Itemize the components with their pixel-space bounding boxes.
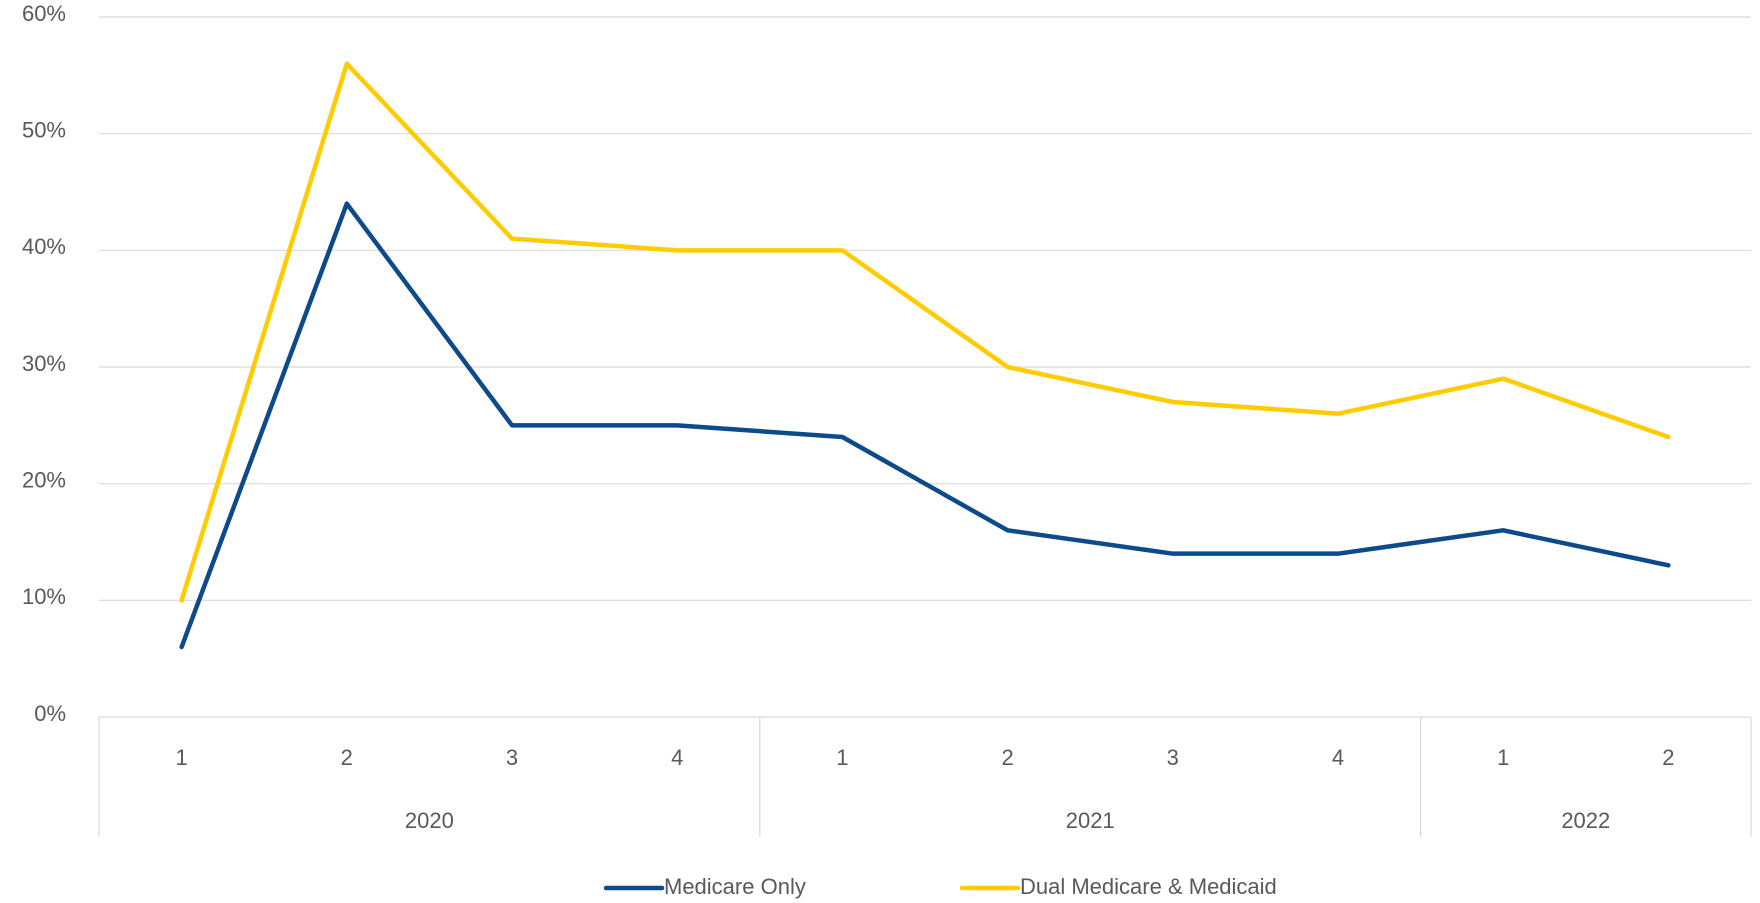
x-tick-label: 1 xyxy=(1497,745,1509,770)
x-tick-label: 2 xyxy=(341,745,353,770)
y-tick-label: 40% xyxy=(22,234,66,259)
y-tick-label: 20% xyxy=(22,467,66,492)
series-line xyxy=(179,61,1671,603)
y-tick-label: 0% xyxy=(34,701,66,726)
y-tick-label: 50% xyxy=(22,117,66,142)
x-tick-label: 3 xyxy=(1167,745,1179,770)
x-tick-label: 4 xyxy=(671,745,683,770)
x-tick-label: 4 xyxy=(1332,745,1344,770)
x-tick-label: 1 xyxy=(836,745,848,770)
x-tick-label: 1 xyxy=(175,745,187,770)
x-tick-label: 2 xyxy=(1001,745,1013,770)
y-tick-label: 30% xyxy=(22,351,66,376)
group-label: 2020 xyxy=(405,808,454,833)
x-tick-label: 3 xyxy=(506,745,518,770)
y-tick-label: 60% xyxy=(22,1,66,26)
series-line xyxy=(179,201,1671,650)
legend-label: Medicare Only xyxy=(664,874,806,899)
y-tick-label: 10% xyxy=(22,584,66,609)
group-label: 2022 xyxy=(1561,808,1610,833)
x-tick-label: 2 xyxy=(1662,745,1674,770)
group-label: 2021 xyxy=(1066,808,1115,833)
legend-label: Dual Medicare & Medicaid xyxy=(1020,874,1277,899)
